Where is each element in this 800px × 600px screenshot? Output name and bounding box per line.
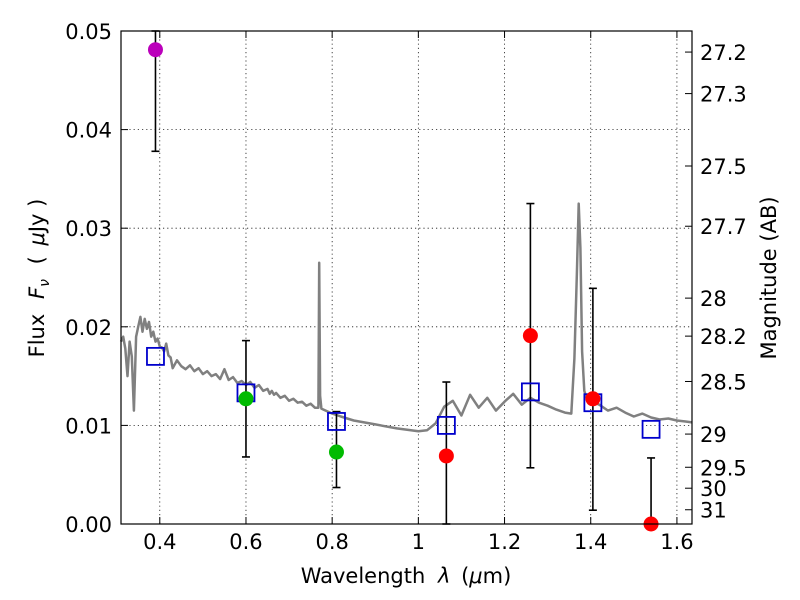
x-tick-label: 0.6	[229, 530, 262, 554]
observed-point-nir	[438, 448, 454, 464]
mag-tick-label: 29	[700, 423, 727, 447]
x-tick-label: 1.6	[660, 530, 693, 554]
mag-tick-label: 30	[700, 477, 727, 501]
model-point-square	[327, 412, 346, 431]
observed-point-optical	[328, 444, 344, 460]
y-tick-label: 0.02	[65, 316, 112, 340]
axes-layer: 0.4 0.6 0.8 1 1.2 1.4 1.6 0.00 0.01 0.02 0.03 0.04 0…	[65, 20, 747, 554]
observed-point-nir	[522, 328, 538, 344]
mag-tick-label: 31	[700, 499, 727, 523]
mag-tick-label: 27.2	[700, 41, 747, 65]
y-tick-label: 0.03	[65, 217, 112, 241]
observed-point-uv	[147, 42, 163, 58]
x-tick-label: 1.2	[488, 530, 521, 554]
x-tick-label: 1.4	[574, 530, 607, 554]
observed-point-nir	[585, 391, 601, 407]
model-point-square	[641, 419, 661, 439]
x-tick-label: 0.8	[315, 530, 348, 554]
spectrum-layer	[119, 202, 693, 433]
x-axis-label: Wavelength λ (μm)	[301, 564, 512, 588]
y2-axis-label: Magnitude (AB)	[757, 196, 781, 359]
mag-tick-label: 27.5	[700, 155, 747, 179]
x-tick-label: 1	[412, 530, 425, 554]
model-points-layer	[146, 346, 661, 439]
y-axis-label: Flux Fν ( μJy )	[25, 199, 54, 358]
mag-tick-label: 27.3	[700, 83, 747, 107]
mag-tick-label: 29.5	[700, 456, 747, 480]
model-point-square	[520, 382, 540, 402]
y-tick-label: 0.01	[65, 414, 112, 438]
grid-layer	[121, 31, 692, 524]
y-tick-label: 0.00	[65, 513, 112, 537]
model-point-square	[146, 346, 165, 366]
mag-tick-label: 28.2	[700, 325, 747, 349]
mag-tick-label: 27.7	[700, 215, 747, 239]
y-tick-label: 0.04	[65, 119, 112, 143]
mag-tick-label: 28.5	[700, 370, 747, 394]
errorbar-layer	[151, 30, 656, 525]
mag-tick-label: 28	[700, 287, 727, 311]
observed-point-optical	[238, 391, 254, 407]
y-tick-label: 0.05	[65, 20, 112, 44]
plot-frame	[120, 30, 693, 525]
x-tick-label: 0.4	[143, 530, 176, 554]
model-point-square	[436, 415, 456, 435]
observed-points-layer	[147, 42, 659, 532]
template-spectrum-line	[119, 202, 693, 433]
